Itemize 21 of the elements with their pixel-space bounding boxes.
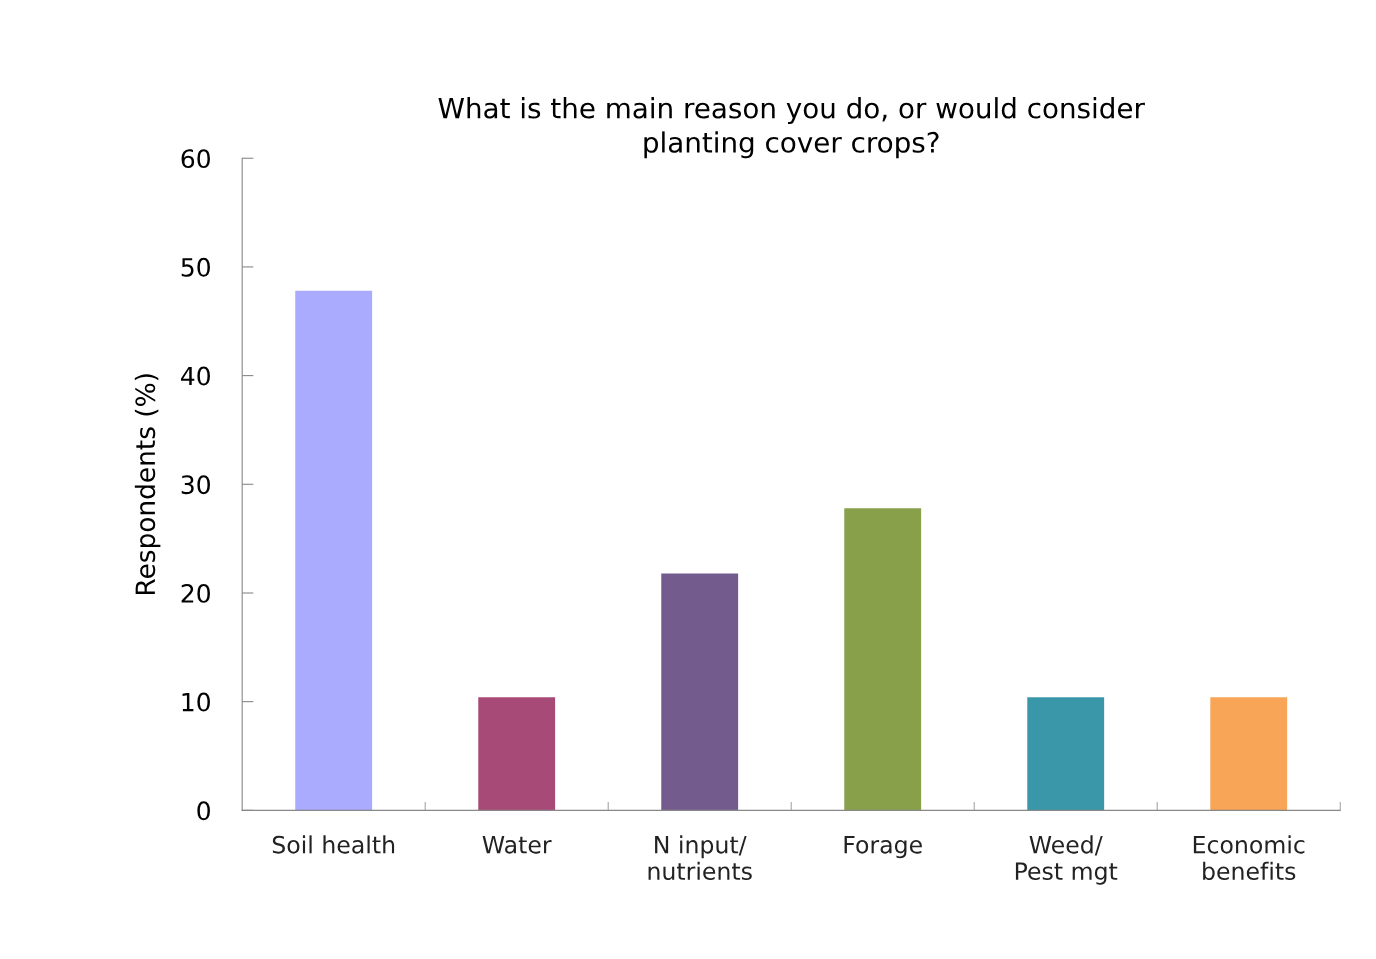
x-tick-label: Soil health	[272, 835, 395, 854]
x-tick-label: Economic benefits	[1193, 835, 1305, 881]
y-tick-label: 60	[181, 149, 210, 169]
x-tick-label: Water	[482, 836, 552, 854]
y-axis-title: Respondents (%)	[134, 374, 161, 595]
y-tick-label: 50	[181, 257, 210, 277]
y-tick-label: 20	[181, 583, 210, 603]
bar	[295, 290, 373, 811]
chart-title: What is the main reason you do, or would consider planting cover crops?	[438, 97, 1145, 159]
y-tick-label: 30	[181, 475, 210, 495]
bar	[1027, 697, 1105, 811]
y-tick-label: 10	[182, 692, 210, 712]
bar	[661, 573, 739, 811]
bar	[1210, 697, 1288, 811]
y-tick-label: 0	[197, 801, 210, 821]
x-tick-label: Weed/ Pest mgt	[1015, 835, 1118, 885]
x-tick-label: N input/ nutrients	[648, 835, 752, 881]
bar	[844, 508, 922, 811]
bar	[478, 697, 556, 811]
x-tick-label: Forage	[844, 836, 922, 859]
y-tick-label: 40	[181, 366, 210, 386]
